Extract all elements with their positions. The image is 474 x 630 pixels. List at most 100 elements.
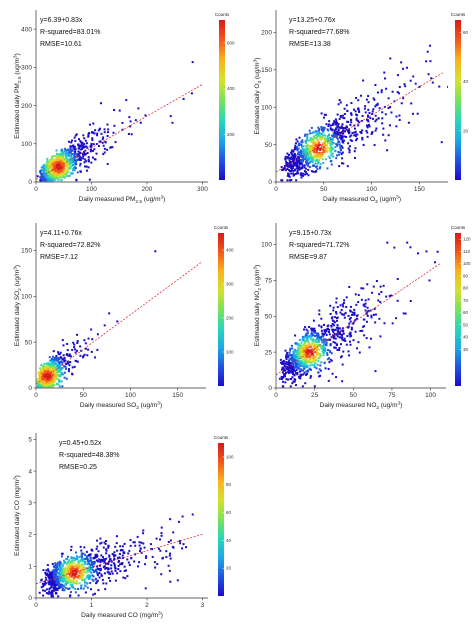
data-point: [300, 174, 303, 177]
colorbar: [218, 443, 224, 596]
data-point: [82, 155, 85, 158]
data-point: [322, 341, 324, 344]
data-point: [89, 565, 92, 568]
data-point: [77, 150, 80, 153]
data-point: [314, 162, 317, 165]
data-point: [281, 368, 284, 371]
data-point: [404, 85, 407, 88]
data-point: [306, 135, 309, 138]
data-point: [337, 150, 340, 153]
data-point: [65, 571, 68, 574]
data-point: [110, 567, 113, 570]
data-point: [307, 359, 310, 362]
data-point: [99, 542, 102, 545]
data-point: [62, 157, 65, 160]
data-point: [418, 85, 421, 88]
data-point: [307, 152, 310, 155]
colorbar-tick-label: 40: [226, 538, 232, 543]
data-point: [83, 571, 86, 574]
y-tick-label: 300: [21, 65, 32, 72]
data-point: [304, 341, 307, 344]
data-point: [312, 329, 315, 332]
data-point: [139, 547, 142, 550]
colorbar-tick-label: 120: [463, 237, 471, 242]
data-point: [355, 97, 358, 100]
data-point: [313, 150, 316, 153]
data-point: [306, 137, 309, 140]
data-point: [74, 551, 77, 554]
data-point: [282, 369, 285, 372]
data-point: [299, 365, 302, 368]
data-point: [304, 355, 307, 358]
data-point: [140, 551, 143, 554]
data-point: [341, 157, 344, 160]
data-point: [328, 357, 331, 360]
data-point: [329, 312, 332, 315]
data-point: [345, 343, 348, 346]
data-point: [46, 365, 49, 368]
data-point: [324, 158, 327, 161]
data-point: [82, 134, 85, 137]
data-point: [66, 349, 69, 352]
data-point: [293, 356, 296, 359]
data-point: [119, 563, 122, 566]
data-point: [52, 371, 55, 374]
data-point: [132, 541, 135, 544]
data-point: [299, 377, 302, 380]
x-tick-label: 50: [80, 392, 88, 399]
data-point: [109, 579, 112, 582]
data-point: [327, 349, 330, 352]
data-point: [302, 364, 305, 367]
data-point: [313, 385, 316, 388]
data-point: [305, 373, 308, 376]
data-point: [67, 565, 70, 568]
data-point: [54, 176, 57, 179]
data-point: [390, 111, 393, 114]
data-point: [133, 560, 136, 563]
data-point: [327, 129, 330, 132]
data-point: [287, 354, 290, 357]
data-point: [91, 149, 94, 152]
data-point: [329, 351, 332, 354]
x-tick-label: 0: [274, 186, 278, 193]
data-point: [315, 353, 318, 356]
data-point: [331, 152, 334, 155]
data-point: [77, 564, 80, 567]
data-point: [389, 57, 392, 60]
data-point: [49, 175, 52, 178]
data-point: [341, 146, 344, 149]
colorbar-tick-label: 60: [463, 310, 469, 315]
data-point: [299, 344, 302, 347]
data-point: [361, 114, 364, 117]
data-point: [366, 135, 369, 138]
data-point: [38, 371, 41, 374]
data-point: [39, 373, 42, 376]
data-point: [338, 348, 341, 351]
data-point: [50, 380, 53, 383]
data-point: [60, 179, 63, 182]
data-point: [317, 159, 320, 162]
data-point: [295, 361, 298, 364]
data-point: [337, 125, 340, 128]
data-point: [303, 358, 306, 361]
data-point: [78, 566, 81, 569]
data-point: [69, 162, 72, 165]
data-point: [117, 564, 120, 567]
data-point: [63, 149, 66, 152]
data-point: [291, 357, 294, 360]
data-point: [114, 554, 117, 557]
data-point: [54, 576, 57, 579]
data-point: [308, 357, 311, 360]
data-point: [294, 334, 297, 337]
data-point: [291, 361, 294, 364]
data-point: [322, 352, 325, 355]
data-point: [59, 155, 62, 158]
data-point: [295, 138, 298, 141]
data-point: [365, 124, 368, 127]
data-point: [39, 179, 42, 182]
y-tick-label: 50: [25, 339, 33, 346]
data-point: [294, 169, 297, 172]
stats-text: RMSE=10.61: [40, 41, 82, 48]
data-point: [56, 170, 59, 173]
data-point: [77, 560, 80, 563]
